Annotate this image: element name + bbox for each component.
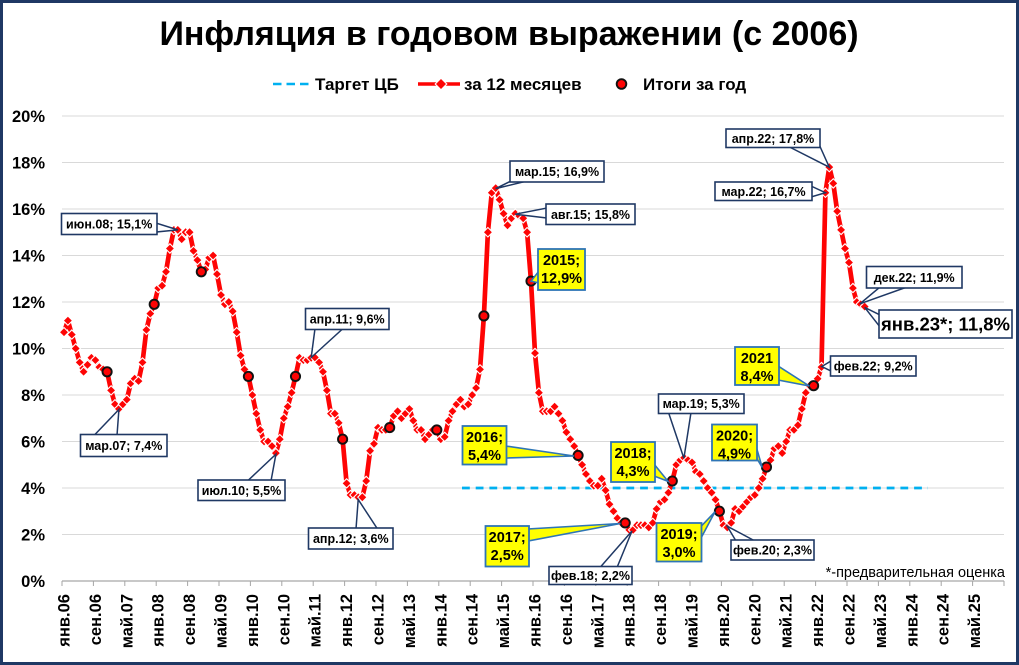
svg-text:4,9%: 4,9% [718,447,751,463]
svg-text:Итоги за год: Итоги за год [643,75,746,94]
svg-text:12%: 12% [12,294,45,312]
svg-text:4,3%: 4,3% [616,464,649,480]
svg-text:12,9%: 12,9% [541,271,582,287]
svg-text:5,4%: 5,4% [468,448,501,464]
svg-text:мар.19; 5,3%: мар.19; 5,3% [663,397,740,411]
svg-text:0%: 0% [21,573,45,591]
svg-text:янв.14: янв.14 [432,593,450,647]
svg-text:фев.20; 2,3%: фев.20; 2,3% [733,544,812,558]
svg-text:8,4%: 8,4% [740,369,773,385]
svg-text:6%: 6% [21,434,45,452]
svg-text:сен.10: сен.10 [275,594,293,645]
svg-text:авг.15; 15,8%: авг.15; 15,8% [551,208,630,222]
svg-text:май.17: май.17 [589,594,607,648]
svg-text:Таргет ЦБ: Таргет ЦБ [315,75,399,94]
svg-text:16%: 16% [12,201,45,219]
svg-text:июл.10; 5,5%: июл.10; 5,5% [202,484,282,498]
svg-text:2,5%: 2,5% [491,548,524,564]
svg-text:2018;: 2018; [614,446,651,462]
svg-text:май.11: май.11 [307,594,325,647]
svg-text:май.23: май.23 [872,594,890,648]
svg-text:май.25: май.25 [966,594,984,648]
svg-text:май.09: май.09 [213,594,231,648]
svg-text:сен.18: сен.18 [652,594,670,645]
svg-text:янв.18: янв.18 [621,594,639,648]
svg-text:фев.22; 9,2%: фев.22; 9,2% [834,360,913,374]
svg-text:2020;: 2020; [716,429,753,445]
svg-text:сен.12: сен.12 [370,594,388,645]
svg-text:2017;: 2017; [489,530,526,546]
svg-text:янв.24: янв.24 [903,593,921,647]
svg-text:май.13: май.13 [401,594,419,648]
svg-text:апр.12; 3,6%: апр.12; 3,6% [313,532,389,546]
svg-text:апр.22; 17,8%: апр.22; 17,8% [732,132,815,146]
svg-text:14%: 14% [12,248,45,266]
svg-text:2021: 2021 [741,351,773,367]
svg-text:за 12 месяцев: за 12 месяцев [464,75,582,94]
svg-text:апр.11; 9,6%: апр.11; 9,6% [310,313,385,327]
svg-text:янв.06: янв.06 [56,594,74,648]
svg-text:янв.12: янв.12 [338,594,356,648]
svg-text:4%: 4% [21,480,45,498]
svg-text:сен.16: сен.16 [558,594,576,645]
svg-text:3,0%: 3,0% [662,545,695,561]
svg-text:янв.10: янв.10 [244,594,262,648]
svg-text:янв.22: янв.22 [809,594,827,648]
svg-text:янв.20: янв.20 [715,594,733,648]
svg-text:*-предварительная оценка: *-предварительная оценка [826,565,1006,581]
svg-text:фев.18; 2,2%: фев.18; 2,2% [551,569,630,583]
svg-text:сен.24: сен.24 [935,593,953,645]
svg-text:май.19: май.19 [684,594,702,648]
svg-text:18%: 18% [12,155,45,173]
svg-text:сен.14: сен.14 [464,593,482,645]
svg-text:май.21: май.21 [778,594,796,648]
svg-text:сен.20: сен.20 [746,594,764,645]
svg-text:сен.22: сен.22 [841,594,859,645]
svg-text:Инфляция в годовом выражении (: Инфляция в годовом выражении (с 2006) [159,15,858,53]
svg-text:сен.06: сен.06 [87,594,105,645]
svg-text:20%: 20% [12,108,45,126]
svg-text:янв.16: янв.16 [527,594,545,648]
svg-text:янв.08: янв.08 [150,594,168,648]
svg-text:мар.07; 7,4%: мар.07; 7,4% [85,439,162,453]
svg-text:май.07: май.07 [118,594,136,648]
svg-text:10%: 10% [12,341,45,359]
svg-text:дек.22; 11,9%: дек.22; 11,9% [874,271,955,285]
svg-text:2016;: 2016; [466,430,503,446]
svg-text:сен.08: сен.08 [181,594,199,645]
svg-text:8%: 8% [21,387,45,405]
svg-text:май.15: май.15 [495,594,513,648]
svg-text:мар.15; 16,9%: мар.15; 16,9% [515,165,599,179]
svg-text:2%: 2% [21,527,45,545]
svg-text:2015;: 2015; [543,253,580,269]
svg-text:янв.23*; 11,8%: янв.23*; 11,8% [880,314,1010,335]
svg-text:2019;: 2019; [660,527,697,543]
svg-text:мар.22; 16,7%: мар.22; 16,7% [721,185,805,199]
svg-text:июн.08; 15,1%: июн.08; 15,1% [66,218,152,232]
